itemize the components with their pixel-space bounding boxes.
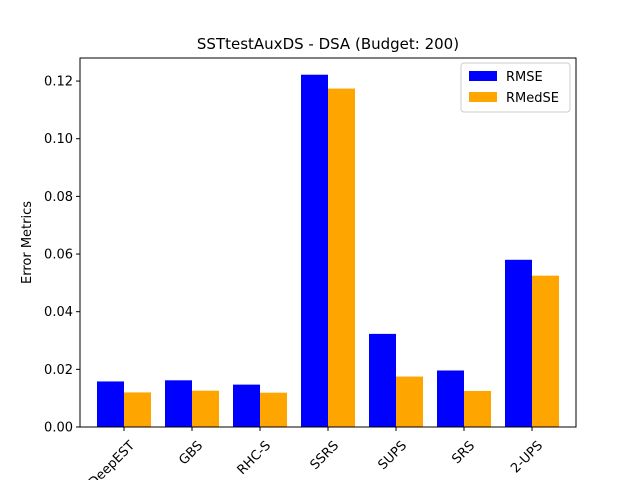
legend-label-rmedse: RMedSE (506, 91, 559, 106)
bar-rmedse-ssrs (328, 88, 355, 428)
legend-label-rmse: RMSE (506, 70, 543, 85)
bar-rmse-ssrs (301, 74, 328, 428)
y-axis: 0.00 0.02 0.04 0.06 0.08 0.10 0.12 (44, 75, 80, 436)
bar-rmse-sups (369, 333, 396, 427)
x-tick-label-2-ups: 2-UPS (508, 438, 546, 476)
y-tick-label: 0.08 (44, 190, 73, 205)
bar-rmedse-sups (396, 376, 423, 427)
x-tick-label-deepest: DeepEST (86, 438, 138, 480)
chart-title: SSTtestAuxDS - DSA (Budget: 200) (197, 35, 459, 53)
x-tick-label-rhc-s: RHC-S (235, 438, 274, 477)
bar-rmse-gbs (165, 380, 192, 427)
legend-swatch-rmedse (469, 92, 497, 102)
bar-rmse-2-ups (505, 259, 532, 427)
bars-group (97, 74, 559, 428)
bar-rmedse-srs (464, 390, 491, 427)
y-axis-label: Error Metrics (20, 201, 35, 284)
x-axis: DeepEST GBS RHC-S SSRS SUPS SRS 2-UPS (86, 427, 546, 480)
bar-rmedse-deepest (124, 392, 151, 427)
bar-rmedse-rhc-s (260, 392, 287, 427)
y-tick-label: 0.02 (44, 363, 73, 378)
bar-rmedse-2-ups (532, 275, 559, 427)
x-tick-label-srs: SRS (449, 438, 478, 467)
y-tick-label: 0.00 (44, 421, 73, 436)
bar-rmse-srs (437, 370, 464, 427)
x-tick-label-gbs: GBS (176, 438, 206, 468)
x-tick-label-sups: SUPS (375, 438, 410, 473)
bar-rmedse-gbs (192, 390, 219, 427)
y-tick-label: 0.12 (44, 75, 73, 90)
y-tick-label: 0.04 (44, 305, 73, 320)
x-tick-label-ssrs: SSRS (308, 438, 343, 473)
bar-rmse-rhc-s (233, 384, 260, 427)
bar-rmse-deepest (97, 381, 124, 427)
y-tick-label: 0.06 (44, 248, 73, 263)
y-tick-label: 0.10 (44, 132, 73, 147)
legend-swatch-rmse (469, 71, 497, 81)
legend: RMSE RMedSE (460, 62, 571, 113)
